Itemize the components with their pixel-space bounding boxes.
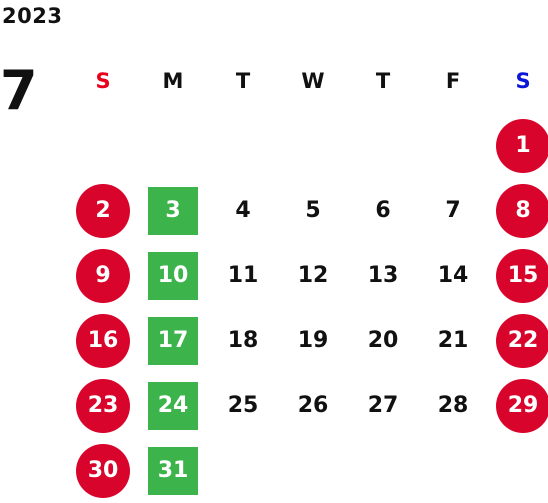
day-cell[interactable]: 18 — [208, 308, 278, 373]
day-number: 3 — [148, 186, 198, 235]
day-number: 14 — [437, 263, 469, 288]
day-number: 23 — [76, 378, 130, 433]
day-cell[interactable]: 31 — [138, 438, 208, 503]
day-number: 30 — [76, 443, 130, 498]
day-number: 16 — [76, 313, 130, 368]
day-cell[interactable]: 11 — [208, 243, 278, 308]
weekday-header: T — [375, 68, 391, 93]
day-cell[interactable]: 28 — [418, 373, 488, 438]
day-cell[interactable]: 6 — [348, 178, 418, 243]
day-cell[interactable]: 2 — [68, 178, 138, 243]
day-cell[interactable]: 10 — [138, 243, 208, 308]
day-number: 20 — [367, 328, 399, 353]
day-number: 19 — [297, 328, 329, 353]
day-cell[interactable]: 23 — [68, 373, 138, 438]
day-cell[interactable]: 24 — [138, 373, 208, 438]
day-cell[interactable]: 15 — [488, 243, 548, 308]
day-number: 11 — [227, 263, 259, 288]
day-number: 5 — [305, 198, 321, 223]
day-number: 15 — [496, 248, 548, 303]
weekday-header: S — [515, 68, 531, 93]
weekday-header: F — [445, 68, 461, 93]
day-number: 29 — [496, 378, 548, 433]
day-number: 6 — [375, 198, 391, 223]
day-cell[interactable]: 25 — [208, 373, 278, 438]
day-cell[interactable]: 8 — [488, 178, 548, 243]
day-number: 22 — [496, 313, 548, 368]
day-number: 31 — [148, 446, 198, 495]
day-number: 12 — [297, 263, 329, 288]
calendar-grid: S M T W T F S 1 2 3 4 5 6 7 8 9 10 11 12 13 14 15 16 17 18 19 20 21… — [68, 48, 548, 503]
day-number: 21 — [437, 328, 469, 353]
day-number: 2 — [76, 183, 130, 238]
day-cell[interactable]: 1 — [488, 113, 548, 178]
day-number: 27 — [367, 393, 399, 418]
day-number: 13 — [367, 263, 399, 288]
weekday-header: T — [235, 68, 251, 93]
day-number: 18 — [227, 328, 259, 353]
day-cell[interactable]: 17 — [138, 308, 208, 373]
day-number: 7 — [445, 198, 461, 223]
day-number: 8 — [496, 183, 548, 238]
day-cell[interactable]: 16 — [68, 308, 138, 373]
day-cell[interactable]: 3 — [138, 178, 208, 243]
weekday-header: M — [162, 68, 184, 93]
day-cell[interactable]: 7 — [418, 178, 488, 243]
day-number: 25 — [227, 393, 259, 418]
month-number: 7 — [0, 59, 38, 122]
day-cell[interactable]: 27 — [348, 373, 418, 438]
day-number: 26 — [297, 393, 329, 418]
day-cell[interactable]: 9 — [68, 243, 138, 308]
day-cell[interactable]: 19 — [278, 308, 348, 373]
day-cell[interactable]: 29 — [488, 373, 548, 438]
day-cell[interactable]: 20 — [348, 308, 418, 373]
day-number: 1 — [496, 118, 548, 173]
day-number: 4 — [235, 198, 251, 223]
day-cell[interactable]: 21 — [418, 308, 488, 373]
day-cell[interactable]: 30 — [68, 438, 138, 503]
day-number: 17 — [148, 316, 198, 365]
day-number: 24 — [148, 381, 198, 430]
day-number: 10 — [148, 251, 198, 300]
day-cell[interactable]: 12 — [278, 243, 348, 308]
day-cell[interactable]: 14 — [418, 243, 488, 308]
day-number: 9 — [76, 248, 130, 303]
day-cell[interactable]: 26 — [278, 373, 348, 438]
weekday-header: W — [301, 68, 325, 93]
weekday-header: S — [95, 68, 111, 93]
day-cell[interactable]: 4 — [208, 178, 278, 243]
day-cell[interactable]: 13 — [348, 243, 418, 308]
day-cell[interactable]: 22 — [488, 308, 548, 373]
day-cell[interactable]: 5 — [278, 178, 348, 243]
day-number: 28 — [437, 393, 469, 418]
year-label: 2023 — [2, 4, 63, 28]
